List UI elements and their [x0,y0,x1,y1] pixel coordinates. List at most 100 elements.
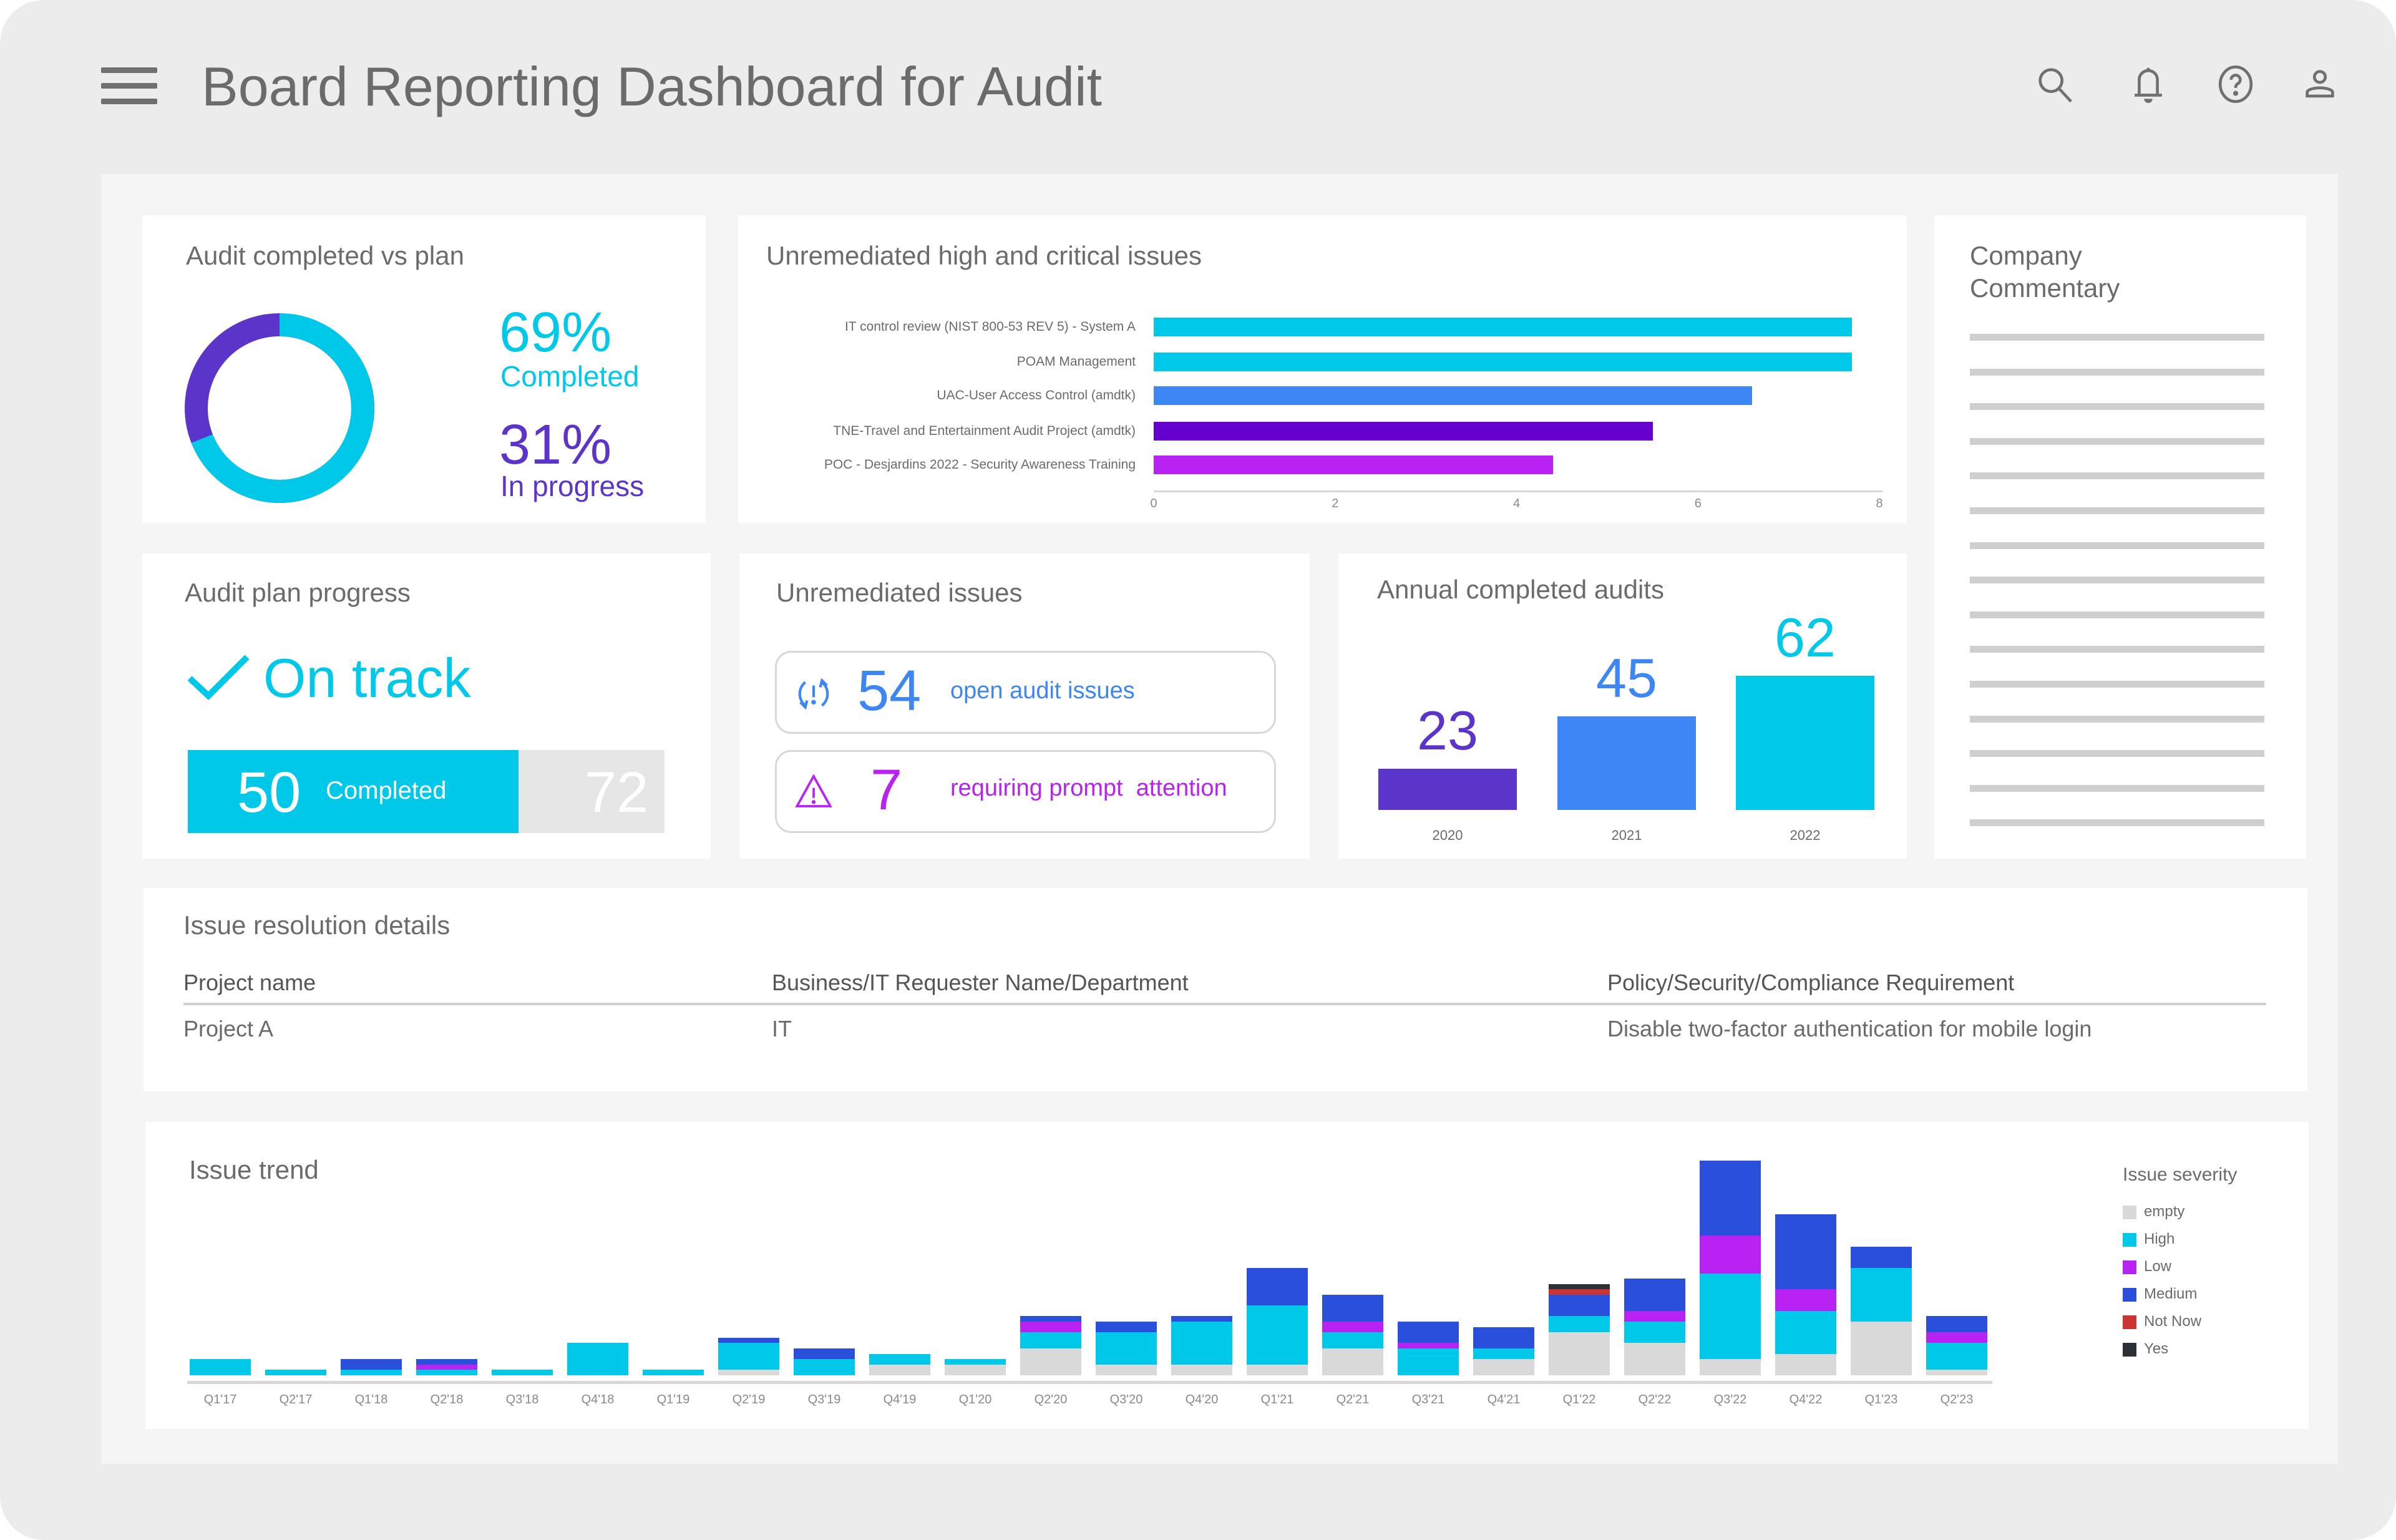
x-tick-label: Q4'18 [581,1393,615,1406]
placeholder-line [1970,646,2264,653]
cell-requester: IT [772,1016,792,1041]
menu-icon [101,99,157,104]
x-tick-label: Q1'23 [1864,1393,1898,1406]
bar-segment-medium [1775,1214,1836,1290]
completion-donut [185,313,374,503]
bar-segment-empty [1775,1353,1836,1375]
prompt-attention-count: 7 [870,758,903,822]
placeholder-line [1970,437,2264,445]
page-title: Board Reporting Dashboard for Audit [202,56,1103,117]
placeholder-line [1970,577,2264,584]
bar-segment-high [945,1359,1006,1365]
card-title: Audit plan progress [185,578,411,607]
bar-label: TNE-Travel and Entertainment Audit Proje… [833,424,1136,438]
bar-segment-medium [1473,1327,1534,1348]
bar-segment-medium [1398,1322,1459,1343]
bar-segment-yes [1549,1284,1610,1290]
placeholder-line [1970,472,2264,480]
x-tick-label: 6 [1694,497,1702,510]
bar-segment-low [1322,1322,1383,1333]
open-issues-box[interactable] [775,651,1276,734]
refresh-alert-icon [798,678,829,710]
in-progress-label: In progress [500,470,645,502]
x-tick-label: Q1'17 [203,1393,237,1406]
legend-item: Low [2123,1258,2171,1275]
help-icon[interactable] [2214,62,2257,106]
bar-segment-medium [341,1359,402,1370]
legend-label: Not Now [2144,1313,2202,1330]
column-header-requester[interactable]: Business/IT Requester Name/Department [772,970,1189,995]
x-tick-label: Q4'21 [1487,1393,1521,1406]
bar [1154,386,1753,405]
bar-segment-low [1398,1343,1459,1348]
bar-segment-empty [1322,1348,1383,1375]
bar-segment-low [1926,1332,1987,1343]
company-commentary-card [1934,215,2306,859]
x-axis-line [187,1381,1992,1384]
placeholder-line [1970,403,2264,411]
x-tick-label: Q2'17 [279,1393,313,1406]
bar-segment-medium [1322,1295,1383,1322]
bar-segment-high [416,1370,477,1375]
legend-label: Medium [2144,1285,2198,1302]
bar-segment-high [1549,1316,1610,1333]
bar-segment-high [718,1343,779,1370]
x-tick-label: Q1'21 [1260,1393,1294,1406]
bar-segment-high [190,1359,251,1375]
bar-value-label: 62 [1775,606,1836,668]
x-tick-label: Q2'22 [1638,1393,1672,1406]
bar-segment-high [1926,1343,1987,1370]
bar-segment-high [794,1359,855,1375]
legend-title: Issue severity [2123,1164,2238,1185]
placeholder-line [1970,368,2264,376]
x-tick-label: 8 [1876,497,1883,510]
bar-segment-medium [794,1348,855,1360]
completed-percent: 69% [499,301,612,364]
legend-swatch [2123,1205,2136,1219]
bar-segment-medium [718,1337,779,1343]
bar [1154,318,1853,336]
placeholder-line [1970,750,2264,758]
card-title: Commentary [1970,273,2120,303]
x-tick-label: Q1'18 [354,1393,388,1406]
x-tick-label: Q3'19 [807,1393,841,1406]
legend-item: empty [2123,1203,2184,1221]
search-icon[interactable] [2033,62,2077,106]
bar-segment-high [1775,1310,1836,1354]
prompt-attention-box[interactable] [775,750,1276,833]
bar-segment-high [1020,1332,1081,1348]
bell-icon[interactable] [2126,62,2170,106]
x-tick-label: 2020 [1432,827,1463,843]
x-tick-label: Q2'19 [732,1393,766,1406]
warning-icon [795,774,832,807]
bar-segment-empty [718,1370,779,1375]
x-tick-label: Q4'19 [883,1393,917,1406]
x-tick-label: Q3'18 [505,1393,539,1406]
bar-segment-low [416,1364,477,1370]
column-header-requirement[interactable]: Policy/Security/Compliance Requirement [1607,970,2015,995]
table-header-divider [183,1003,2266,1005]
bar-segment-medium [1549,1295,1610,1317]
x-tick-label: Q4'22 [1789,1393,1823,1406]
placeholder-line [1970,507,2264,514]
x-tick-label: Q2'20 [1034,1393,1068,1406]
bar-segment-not-now [1549,1289,1610,1295]
column-header-project[interactable]: Project name [183,970,316,995]
legend-swatch [2123,1260,2136,1274]
placeholder-line [1970,334,2264,341]
bar-value-label: 23 [1417,699,1478,761]
bar-segment-low [1020,1322,1081,1333]
bar-segment-empty [1549,1332,1610,1375]
bar-segment-empty [1473,1359,1534,1375]
placeholder-line [1970,611,2264,618]
cell-requirement: Disable two-factor authentication for mo… [1607,1016,2092,1041]
card-title: Issue resolution details [183,910,450,940]
x-tick-label: 2 [1332,497,1339,510]
total-count: 72 [585,761,649,824]
prompt-attention-label: requiring prompt attention [950,775,1227,801]
bar-label: POC - Desjardins 2022 - Security Awarene… [824,457,1136,472]
bar-segment-empty [1926,1370,1987,1375]
user-icon[interactable] [2298,62,2342,106]
bar-label: UAC-User Access Control (amdtk) [937,388,1136,402]
bar [1154,422,1653,441]
